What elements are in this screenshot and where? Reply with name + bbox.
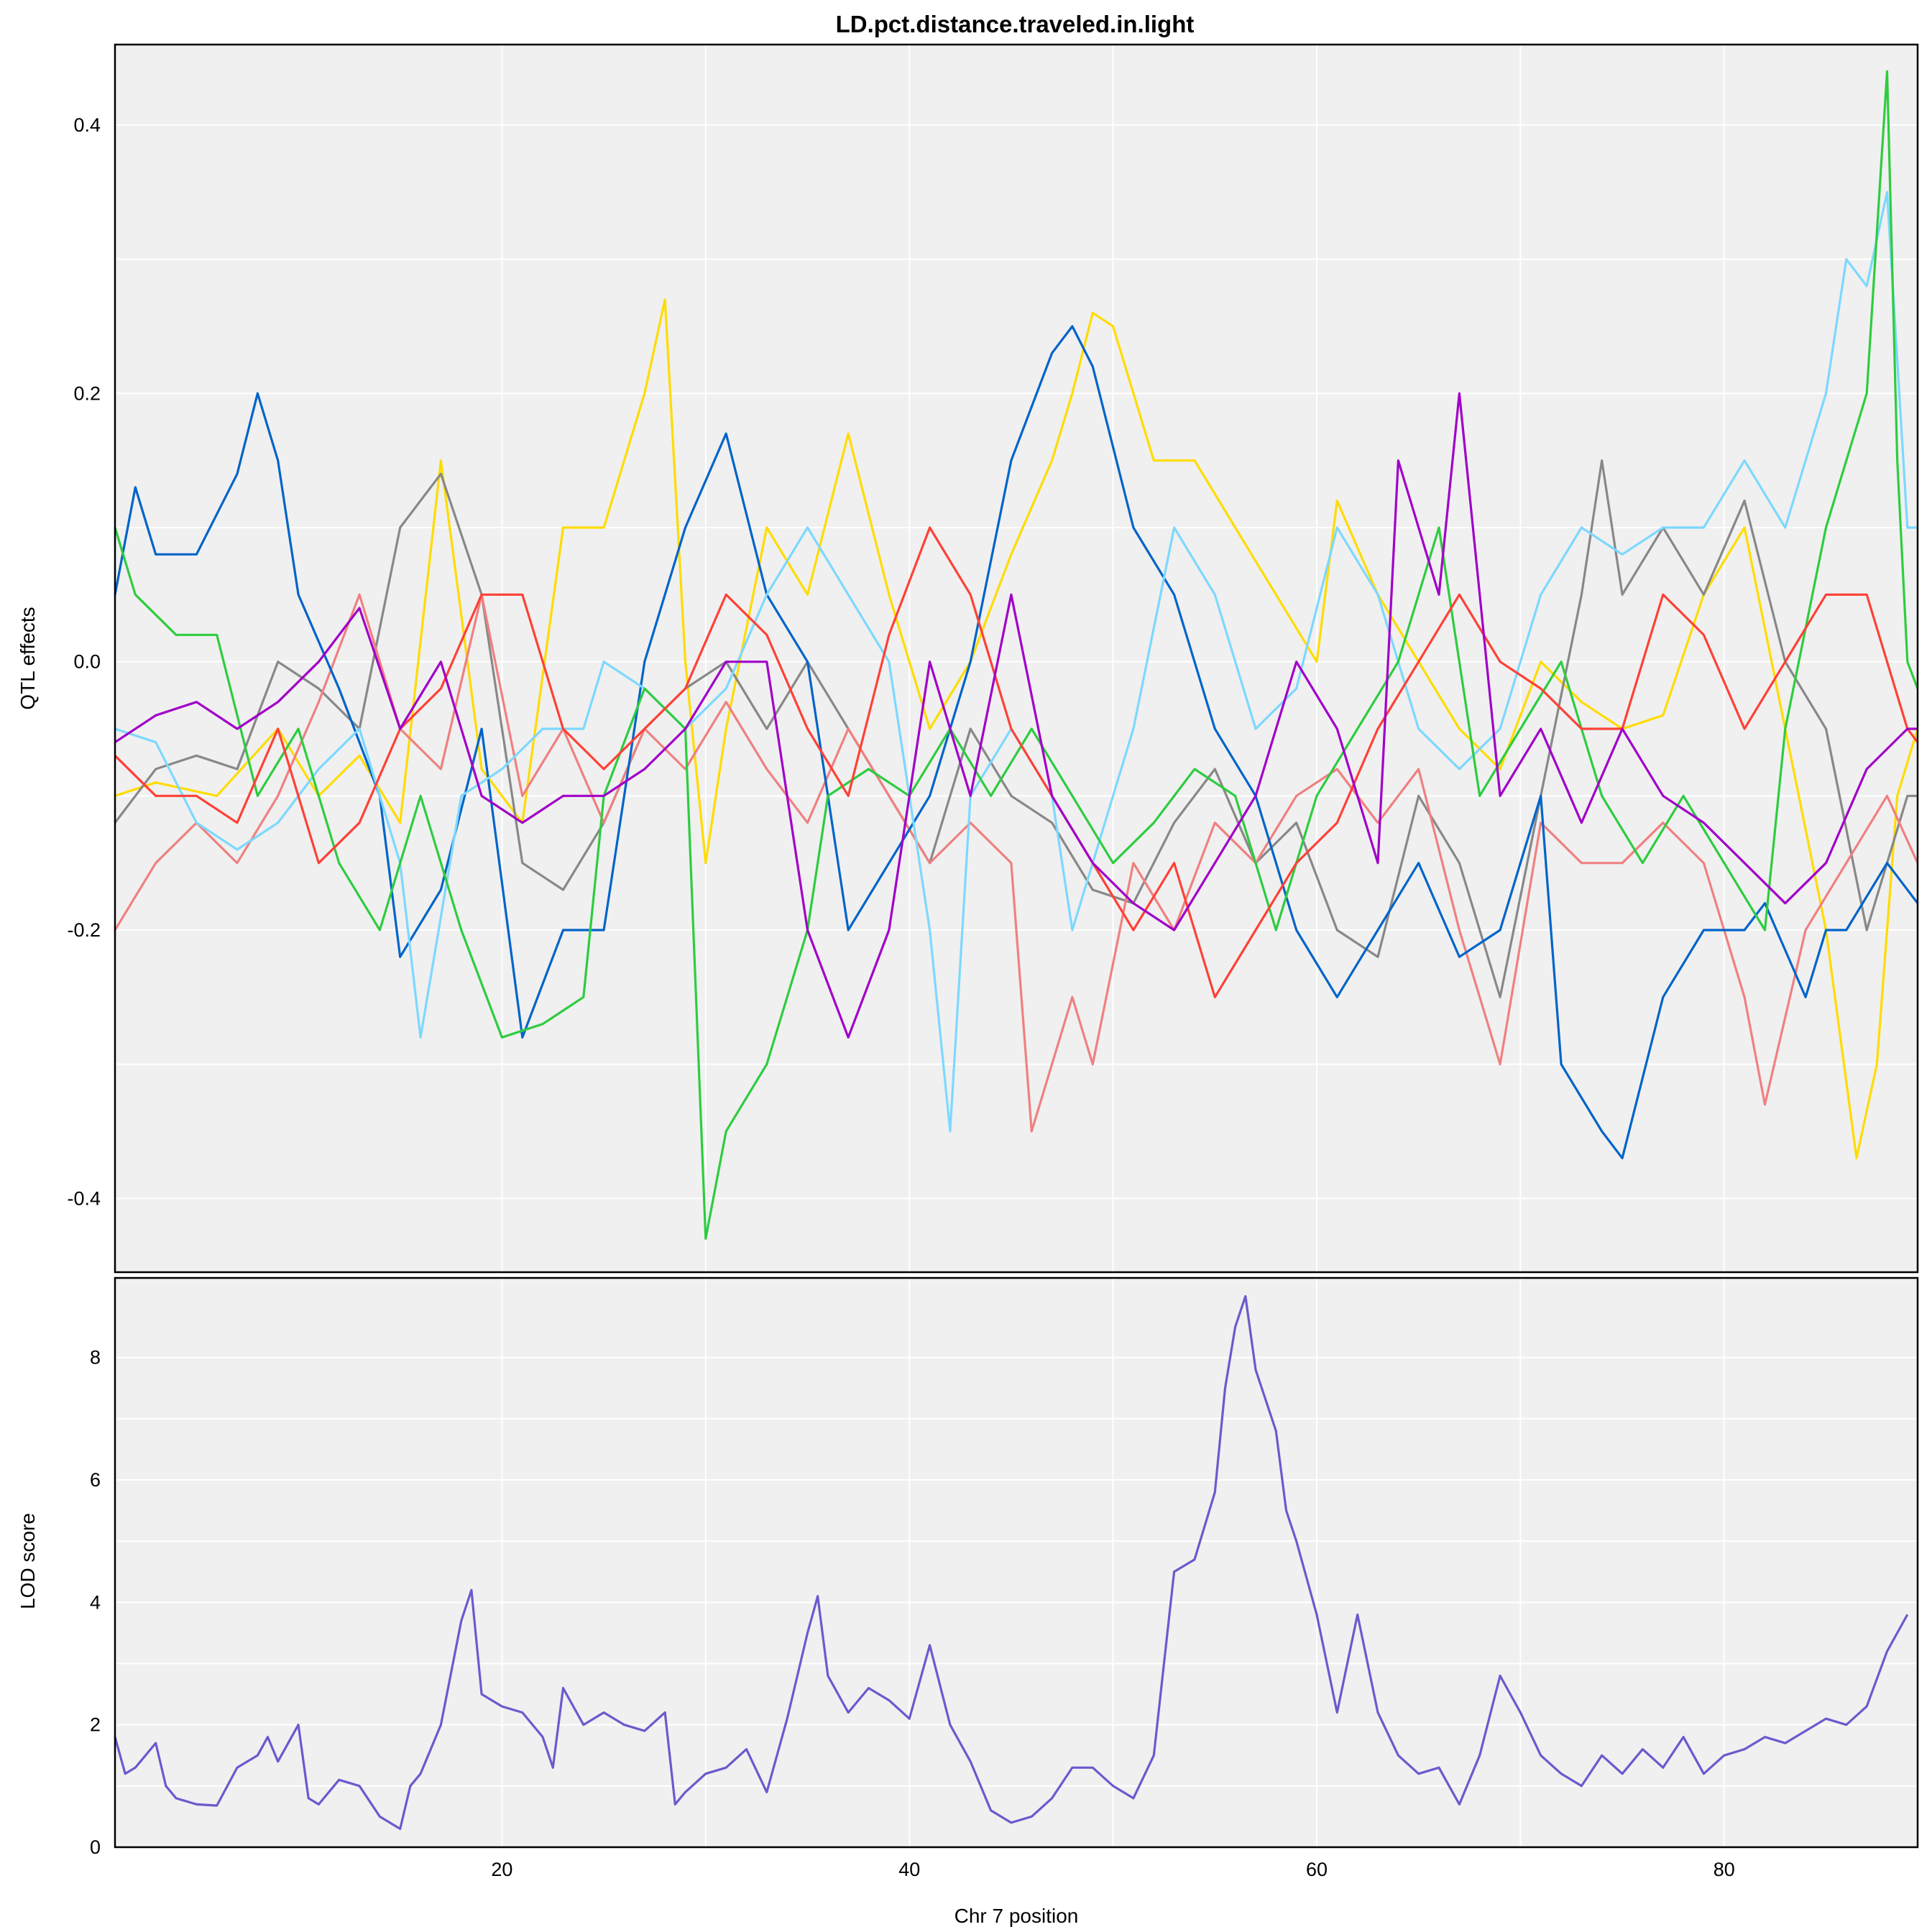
lod-series-line-0 (114, 1294, 1909, 1831)
effects-panel: -0.4 -0.2 0.0 0.2 0.4 QTL effects (17, 43, 1919, 1274)
lod-y-tick-label: 8 (90, 1347, 101, 1368)
lod-y-tick-label: 4 (90, 1591, 101, 1613)
effects-series-line-1 (114, 459, 1918, 998)
lod-y-tick-label: 0 (90, 1836, 101, 1858)
effects-y-axis-label: QTL effects (17, 607, 39, 709)
effects-gridlines (115, 45, 1918, 1272)
effects-panel-background (115, 45, 1918, 1272)
effects-series-line-2 (114, 593, 1919, 1133)
effects-y-tick-labels: -0.4 -0.2 0.0 0.2 0.4 (67, 114, 101, 1209)
lod-y-tick-label: 6 (90, 1469, 101, 1491)
effects-series-line-6 (114, 526, 1919, 998)
lod-y-axis-label: LOD score (17, 1513, 39, 1609)
effects-y-tick-label: 0.4 (73, 114, 101, 136)
effects-y-tick-label: 0.0 (73, 651, 101, 673)
effects-y-tick-label: -0.2 (67, 919, 101, 941)
x-tick-label: 60 (1306, 1859, 1328, 1880)
lod-y-tick-labels: 0 2 4 6 8 (90, 1347, 101, 1858)
effects-panel-frame (114, 43, 1919, 1274)
lod-panel-frame (114, 1276, 1919, 1849)
x-tick-label: 20 (491, 1859, 512, 1880)
lod-y-tick-label: 2 (90, 1714, 101, 1736)
effects-series-line-7 (114, 392, 1918, 1039)
effects-y-tick-label: 0.2 (73, 382, 101, 404)
x-axis-label: Chr 7 position (954, 1905, 1079, 1927)
lod-panel-background (115, 1278, 1918, 1847)
effects-series-line-3 (114, 325, 1919, 1159)
lod-series-group (114, 1294, 1909, 1831)
effects-series-group (114, 70, 1919, 1240)
chart-title: LD.pct.distance.traveled.in.light (836, 11, 1195, 37)
effects-y-tick-label: -0.4 (67, 1187, 101, 1209)
x-tick-label: 80 (1714, 1859, 1735, 1880)
x-tick-labels: 20 40 60 80 (491, 1859, 1734, 1880)
effects-series-line-5 (114, 70, 1919, 1240)
lod-panel: 0 2 4 6 8 20 40 60 80 LOD score Chr 7 position (17, 1276, 1919, 1927)
x-tick-label: 40 (898, 1859, 920, 1880)
